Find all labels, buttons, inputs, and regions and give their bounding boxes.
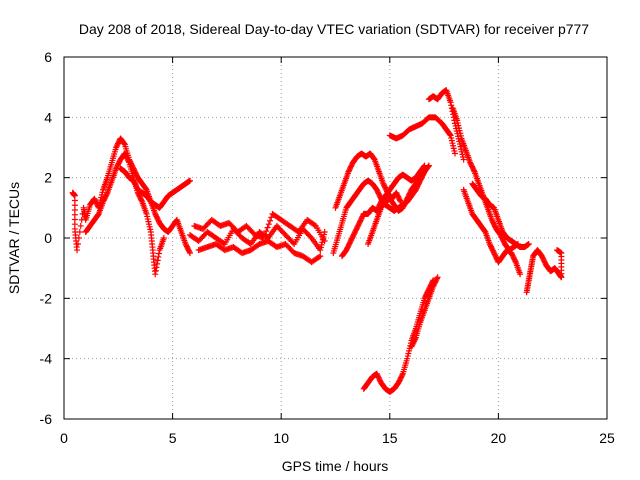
data-point — [397, 197, 404, 204]
data-point — [186, 248, 193, 255]
data-point — [451, 150, 458, 157]
x-tick-label: 10 — [273, 430, 289, 446]
data-point — [160, 235, 167, 241]
data-point — [470, 167, 477, 174]
y-tick-label: -4 — [40, 351, 53, 367]
chart-title: Day 208 of 2018, Sidereal Day-to-day VTE… — [79, 21, 589, 37]
y-tick-label: 0 — [44, 230, 52, 246]
data-point — [138, 197, 145, 204]
data-point — [433, 275, 440, 282]
data-point — [152, 267, 159, 274]
data-point — [434, 274, 441, 281]
data-point — [125, 158, 132, 165]
series-track-c — [117, 165, 193, 211]
data-point — [262, 231, 269, 238]
data-point — [121, 140, 128, 147]
data-points — [69, 87, 565, 395]
data-point — [74, 241, 81, 248]
series-track-l — [425, 87, 467, 163]
data-point — [307, 233, 314, 240]
series-track-j — [365, 162, 432, 248]
data-point — [155, 253, 162, 260]
data-point — [74, 247, 81, 254]
data-point — [263, 228, 270, 235]
data-point — [460, 156, 467, 163]
y-tick-label: 6 — [44, 49, 52, 65]
data-point — [525, 241, 532, 248]
data-point — [399, 372, 406, 379]
data-point — [186, 250, 193, 257]
series-track-f — [195, 238, 324, 266]
data-point — [75, 235, 82, 241]
data-point — [425, 163, 432, 170]
data-point — [264, 224, 271, 231]
data-point — [154, 257, 161, 264]
x-tick-label: 5 — [169, 430, 177, 446]
data-point — [77, 222, 84, 229]
data-point — [517, 271, 524, 278]
x-tick-label: 25 — [599, 430, 615, 446]
data-point — [311, 222, 318, 229]
data-point — [321, 238, 328, 245]
data-point — [155, 250, 162, 257]
data-point — [267, 217, 274, 224]
plot-frame — [63, 56, 608, 420]
y-tick-label: -2 — [40, 290, 53, 306]
data-point — [153, 264, 160, 271]
grid-lines — [64, 57, 607, 419]
data-point — [447, 99, 454, 106]
y-axis-label: SDTVAR / TECUs — [6, 182, 22, 294]
series-track-n — [460, 186, 524, 278]
x-axis-label: GPS time / hours — [282, 458, 389, 474]
data-point — [186, 177, 193, 184]
data-point — [317, 253, 324, 260]
data-point — [265, 221, 272, 228]
data-point — [446, 131, 453, 138]
axis-ticks: 0 5 10 15 20 25 -6 -4 -2 0 2 4 6 — [40, 49, 615, 446]
series-track-r — [408, 274, 441, 350]
x-tick-label: 15 — [382, 430, 398, 446]
data-point — [412, 335, 419, 342]
data-point — [554, 247, 561, 254]
data-point — [425, 162, 432, 169]
data-point — [152, 271, 159, 278]
series-track-a — [69, 135, 193, 257]
x-tick-label: 20 — [491, 430, 507, 446]
y-tick-label: 4 — [44, 109, 52, 125]
x-tick-label: 0 — [60, 430, 68, 446]
data-point — [316, 253, 323, 260]
data-point — [260, 235, 267, 241]
data-point — [512, 257, 519, 264]
series-track-g — [332, 150, 404, 211]
series-track-p — [523, 247, 565, 296]
data-point — [448, 102, 455, 109]
data-point — [103, 191, 110, 198]
series-track-o — [469, 180, 532, 251]
data-point — [76, 228, 83, 235]
series-track-q — [360, 277, 437, 395]
series-track-e — [191, 210, 328, 245]
data-point — [154, 260, 161, 267]
y-tick-label: -6 — [40, 411, 53, 427]
series-track-k — [386, 114, 458, 157]
y-tick-label: 2 — [44, 170, 52, 186]
